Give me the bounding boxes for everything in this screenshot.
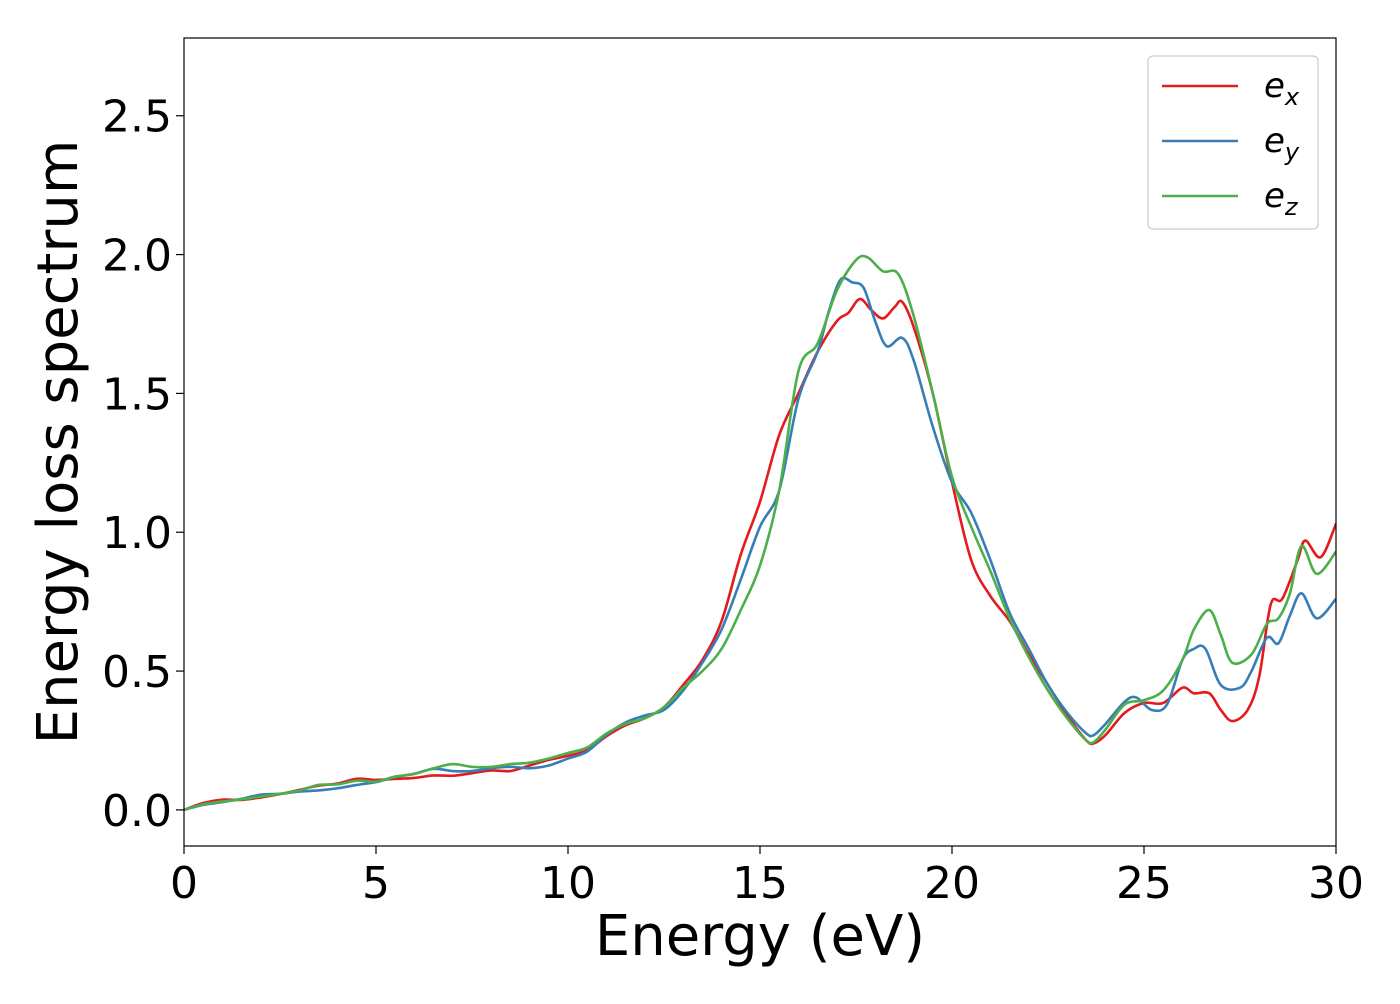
x-axis-ticks: 0 5 10 15 20 25 30 <box>170 846 1364 909</box>
x-tick-label: 30 <box>1308 858 1364 909</box>
x-axis-label: Energy (eV) <box>595 904 925 969</box>
x-tick-label: 0 <box>170 858 198 909</box>
y-axis-ticks: 0.0 0.5 1.0 1.5 2.0 2.5 <box>102 92 184 837</box>
legend-box <box>1147 55 1319 230</box>
x-tick-label: 10 <box>540 858 596 909</box>
legend: ex ey ez <box>1147 55 1319 230</box>
series-line-z <box>184 254 1336 812</box>
y-tick-label: 2.5 <box>102 92 172 143</box>
y-axis-label: Energy loss spectrum <box>26 140 91 745</box>
legend-label-z: ez <box>1264 176 1299 221</box>
x-tick-label: 25 <box>1116 858 1172 909</box>
x-tick-label: 5 <box>362 858 390 909</box>
series-layer <box>184 254 1336 812</box>
y-tick-label: 2.0 <box>102 231 172 282</box>
x-tick-label: 20 <box>924 858 980 909</box>
y-tick-label: 0.5 <box>102 647 172 698</box>
legend-label-x: ex <box>1264 66 1300 111</box>
y-tick-label: 1.0 <box>102 508 172 559</box>
series-line-x <box>184 297 1336 812</box>
x-tick-label: 15 <box>732 858 788 909</box>
legend-label-y: ey <box>1264 121 1300 166</box>
y-tick-label: 0.0 <box>102 786 172 837</box>
y-tick-label: 1.5 <box>102 369 172 420</box>
